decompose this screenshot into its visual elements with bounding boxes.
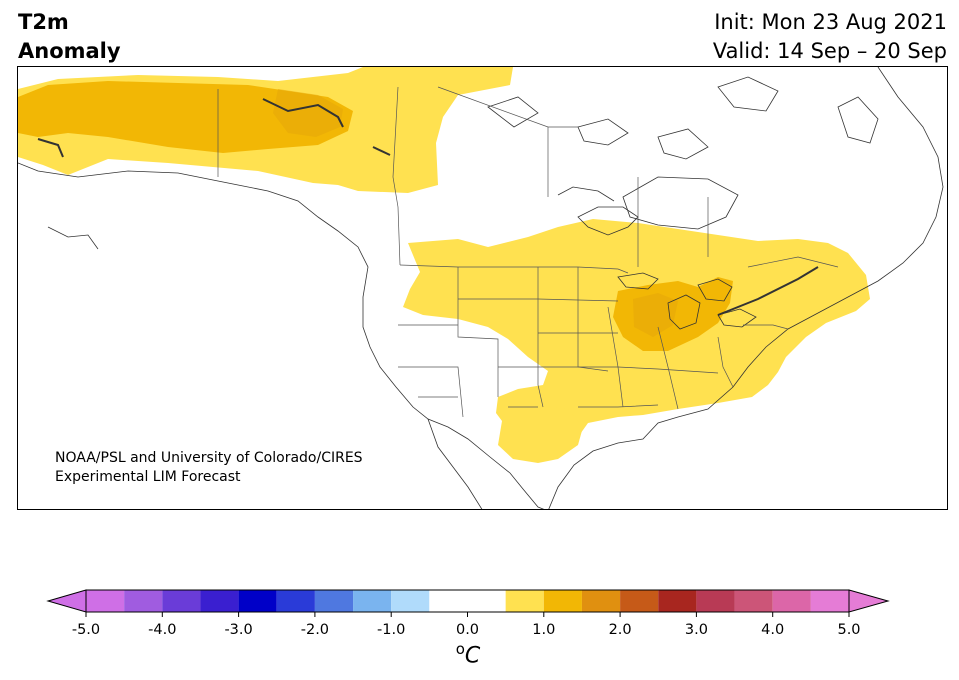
colorbar-tick-label: 2.0 [608,622,632,638]
colorbar-bin [505,590,544,612]
data-credit: NOAA/PSL and University of Colorado/CIRE… [55,449,363,487]
colorbar-bin [543,590,582,612]
colorbar-ticks [85,612,850,617]
colorbar-tick-label: -3.0 [224,622,253,638]
colorbar-tick-label: 5.0 [837,622,861,638]
map-title: T2m Anomaly [18,8,121,66]
colorbar-tick-label: 3.0 [684,622,708,638]
colorbar-tick-label: -2.0 [300,622,330,638]
valid-range: Valid: 14 Sep – 20 Sep [712,39,947,63]
colorbar-bin [238,590,277,612]
colorbar-bins [86,590,849,612]
colorbar-bin [772,590,811,612]
colorbar-tick-label: -4.0 [148,622,177,638]
colorbar-unit: oC [456,640,481,668]
colorbar-tick-label: -5.0 [71,622,101,638]
colorbar-bin [353,590,392,612]
colorbar-tick-label: 1.0 [532,622,556,638]
colorbar-bin [314,590,354,612]
colorbar-tick-label: 4.0 [761,622,785,638]
map-canvas [18,67,944,509]
colorbar-extend-high [848,589,890,613]
init-date: Init: Mon 23 Aug 2021 [714,10,947,34]
colorbar-bin [162,590,201,612]
credit-line-2: Experimental LIM Forecast [55,469,241,485]
colorbar-bin [620,590,659,612]
unit-celsius: C [464,643,481,669]
credit-line-1: NOAA/PSL and University of Colorado/CIRE… [55,450,363,466]
colorbar-bin [200,590,239,612]
anomaly-region-northern-mexico [498,405,583,463]
anomaly-core-alaska [18,81,353,153]
colorbar-bin [810,590,849,612]
colorbar-bin [696,590,735,612]
colorbar-bin [276,590,315,612]
colorbar-tick-label: 0.0 [455,622,480,638]
unit-degree: o [455,640,465,658]
colorbar-bin [658,590,697,612]
anomaly-peak-yukon [273,89,343,137]
colorbar-bin [429,590,506,612]
colorbar-extend-low [46,589,87,613]
title-anomaly: Anomaly [18,39,121,63]
colorbar-bin [391,590,430,612]
colorbar-bin [124,590,163,612]
colorbar-bin [581,590,621,612]
colorbar-bin [734,590,773,612]
anomaly-peak-midwest [633,293,678,337]
political-boundaries [217,86,839,418]
anomaly-shading-strong [273,89,678,337]
forecast-dates: Init: Mon 23 Aug 2021 Valid: 14 Sep – 20… [713,8,947,66]
coastlines [18,67,944,509]
inland-water [37,98,819,316]
title-variable: T2m [18,10,69,34]
colorbar-tick-label: -1.0 [377,622,406,638]
anomaly-map [17,66,948,510]
colorbar-bin [86,590,125,612]
